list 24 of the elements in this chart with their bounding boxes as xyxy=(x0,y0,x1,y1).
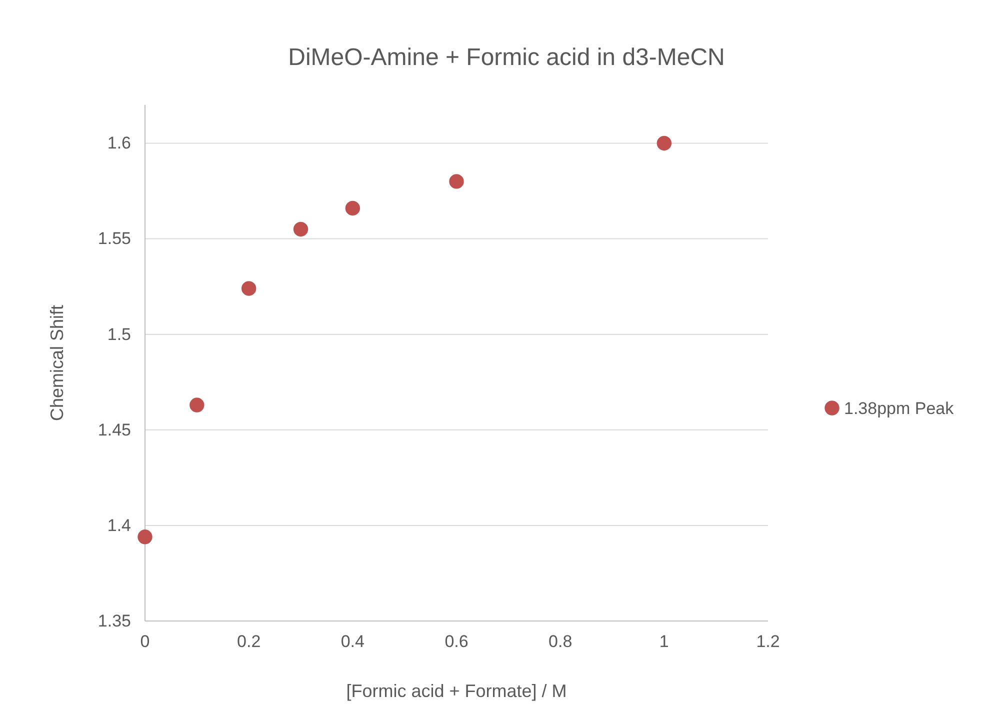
point xyxy=(656,136,672,151)
x-tick-label: 0.8 xyxy=(548,632,572,652)
point xyxy=(345,200,360,216)
y-tick-label: 1.5 xyxy=(107,324,131,344)
point xyxy=(190,398,204,412)
legend-label: 1.38ppm Peak xyxy=(844,399,954,418)
y-axis-title: Chemical Shift xyxy=(47,304,67,422)
y-tick-label: 1.6 xyxy=(107,134,131,153)
x-tick-label: 0.6 xyxy=(444,632,468,652)
x-tick-label: 0 xyxy=(140,632,150,652)
x-tick-label: 1.2 xyxy=(756,632,780,652)
point xyxy=(241,281,256,296)
x-axis-title: [Formic acid + Formate] / M xyxy=(346,681,567,701)
chart-title: DiMeO-Amine + Formic acid in d3-MeCN xyxy=(288,44,725,71)
x-tick-label: 1 xyxy=(659,632,669,652)
y-tick-label: 1.35 xyxy=(98,611,131,630)
point xyxy=(293,222,308,237)
y-tick-label: 1.4 xyxy=(107,516,131,535)
point xyxy=(449,174,464,189)
y-tick-label: 1.45 xyxy=(98,420,131,440)
point xyxy=(138,530,152,544)
y-tick-label: 1.55 xyxy=(98,229,131,248)
x-tick-label: 0.4 xyxy=(340,632,364,652)
x-tick-label: 0.2 xyxy=(237,632,261,652)
